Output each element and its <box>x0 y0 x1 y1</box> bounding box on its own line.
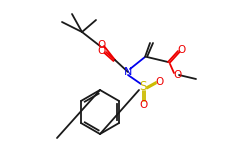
Text: S: S <box>139 81 147 93</box>
Text: O: O <box>98 40 106 50</box>
Text: O: O <box>98 46 106 56</box>
Text: O: O <box>173 70 181 80</box>
Text: O: O <box>139 100 147 110</box>
Text: O: O <box>177 45 185 55</box>
Text: N: N <box>124 67 132 77</box>
Text: O: O <box>156 77 164 87</box>
